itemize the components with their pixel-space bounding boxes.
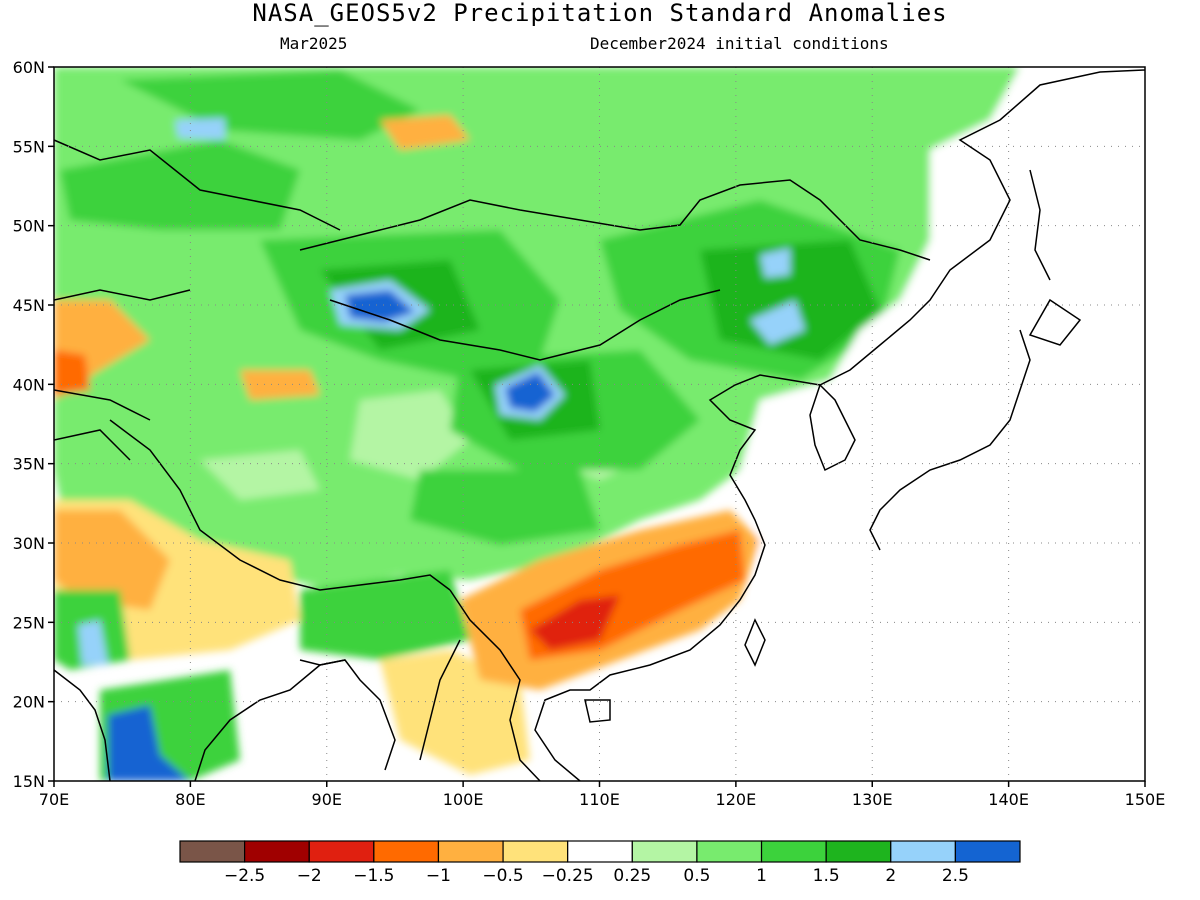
anomaly-field bbox=[54, 67, 1145, 781]
colorbar-swatch bbox=[502, 840, 569, 863]
wet-region-bengal bbox=[300, 570, 470, 660]
light-wet-patch-1 bbox=[350, 390, 470, 480]
map-title: NASA_GEOS5v2 Precipitation Standard Anom… bbox=[252, 0, 948, 27]
colorbar-label: 0.5 bbox=[683, 866, 710, 886]
sakhalin-coastline bbox=[1029, 169, 1051, 281]
china-border-north bbox=[299, 179, 931, 261]
colorbar-label: 1 bbox=[756, 866, 767, 886]
lon-tick-label: 80E bbox=[175, 790, 205, 809]
lon-tick-label: 140E bbox=[988, 790, 1029, 809]
colorbar-swatch bbox=[954, 840, 1021, 863]
lat-tick-label: 30N bbox=[13, 534, 45, 553]
dry-patch-tibet bbox=[240, 370, 320, 400]
lat-tick-label: 40N bbox=[13, 375, 45, 394]
lat-tick-label: 20N bbox=[13, 693, 45, 712]
colorbar-swatch bbox=[825, 840, 892, 863]
lon-tick-label: 70E bbox=[39, 790, 69, 809]
colorbar-swatch bbox=[890, 840, 956, 863]
colorbar-label: 0.25 bbox=[613, 866, 651, 886]
initial-conditions: December2024 initial conditions bbox=[590, 34, 889, 53]
longitude-axis: 70E 80E 90E 100E 110E 120E 130E 140E 150E bbox=[39, 781, 1166, 809]
colorbar-swatch bbox=[567, 840, 633, 863]
wet-region-moderate-5 bbox=[120, 70, 420, 140]
colorbar-swatch bbox=[179, 840, 246, 863]
lon-tick-label: 120E bbox=[716, 790, 757, 809]
colorbar-swatch bbox=[696, 840, 763, 863]
himalaya-border bbox=[109, 419, 451, 591]
mongolia-border-south bbox=[329, 289, 721, 361]
neutral-east bbox=[720, 67, 1145, 781]
colorbar-label: −0.25 bbox=[542, 866, 594, 886]
indochina-borders bbox=[419, 589, 541, 781]
wet-max-northeast bbox=[750, 300, 805, 345]
lon-tick-label: 130E bbox=[852, 790, 893, 809]
lat-lon-grid bbox=[54, 67, 1145, 781]
colorbar-label: 1.5 bbox=[813, 866, 840, 886]
wet-max-central bbox=[505, 372, 555, 412]
forecast-month: Mar2025 bbox=[280, 34, 348, 53]
lon-tick-label: 100E bbox=[443, 790, 484, 809]
wet-region-moderate-6 bbox=[410, 470, 600, 545]
dry-patch-mongolia bbox=[380, 115, 470, 150]
lon-tick-label: 150E bbox=[1125, 790, 1166, 809]
dry-region-kazakh-core bbox=[54, 350, 90, 395]
latitude-axis: 15N 20N 25N 30N 35N 40N 45N 50N 55N 60N bbox=[13, 58, 54, 791]
lat-tick-label: 50N bbox=[13, 217, 45, 236]
colorbar-label: −1 bbox=[426, 866, 451, 886]
wet-max-amur bbox=[760, 248, 790, 278]
colorbar-swatch bbox=[244, 840, 310, 863]
hainan-coastline bbox=[584, 699, 611, 723]
colorbar-label: 2.5 bbox=[942, 866, 969, 886]
east-asia-coastline bbox=[534, 69, 1145, 781]
colorbar-swatch bbox=[308, 840, 375, 863]
colorbar-swatch bbox=[631, 840, 698, 863]
lat-tick-label: 35N bbox=[13, 455, 45, 474]
dry-region-india-core bbox=[54, 510, 170, 610]
colorbar-label: −1.5 bbox=[353, 866, 394, 886]
wet-region-moderate-4 bbox=[60, 140, 300, 230]
light-wet-patch-3 bbox=[200, 450, 320, 500]
lat-tick-label: 60N bbox=[13, 58, 45, 77]
colorbar-swatch bbox=[760, 840, 827, 863]
wet-max-india-south bbox=[108, 705, 190, 781]
wet-max-india-west bbox=[78, 620, 108, 665]
colorbar-label: −0.5 bbox=[482, 866, 523, 886]
colorbar: −2.5 −2 −1.5 −1 −0.5 −0.25 0.25 0.5 1 1.5 2 2.5 bbox=[179, 840, 1021, 886]
wet-max-sayan bbox=[175, 118, 225, 140]
central-asia-borders bbox=[54, 289, 191, 461]
korea-coastline bbox=[809, 383, 856, 472]
lat-tick-label: 45N bbox=[13, 296, 45, 315]
russia-border bbox=[54, 139, 341, 231]
wet-region-strong-1 bbox=[700, 240, 880, 360]
lat-tick-label: 25N bbox=[13, 613, 45, 632]
colorbar-label: 2 bbox=[885, 866, 896, 886]
colorbar-label: −2.5 bbox=[224, 866, 265, 886]
colorbar-swatch bbox=[373, 840, 440, 863]
colorbar-label: −2 bbox=[297, 866, 322, 886]
bangladesh-coast bbox=[299, 659, 396, 771]
taiwan-coastline bbox=[744, 618, 766, 667]
colorbar-swatch bbox=[437, 840, 504, 863]
lat-tick-label: 55N bbox=[13, 137, 45, 156]
japan-coastline bbox=[869, 298, 1082, 551]
lat-tick-label: 15N bbox=[13, 772, 45, 791]
lon-tick-label: 90E bbox=[312, 790, 342, 809]
dry-region-china-core bbox=[530, 595, 620, 650]
lon-tick-label: 110E bbox=[579, 790, 620, 809]
wet-max-xinjiang bbox=[345, 290, 415, 322]
coastlines-and-borders bbox=[54, 69, 1145, 781]
